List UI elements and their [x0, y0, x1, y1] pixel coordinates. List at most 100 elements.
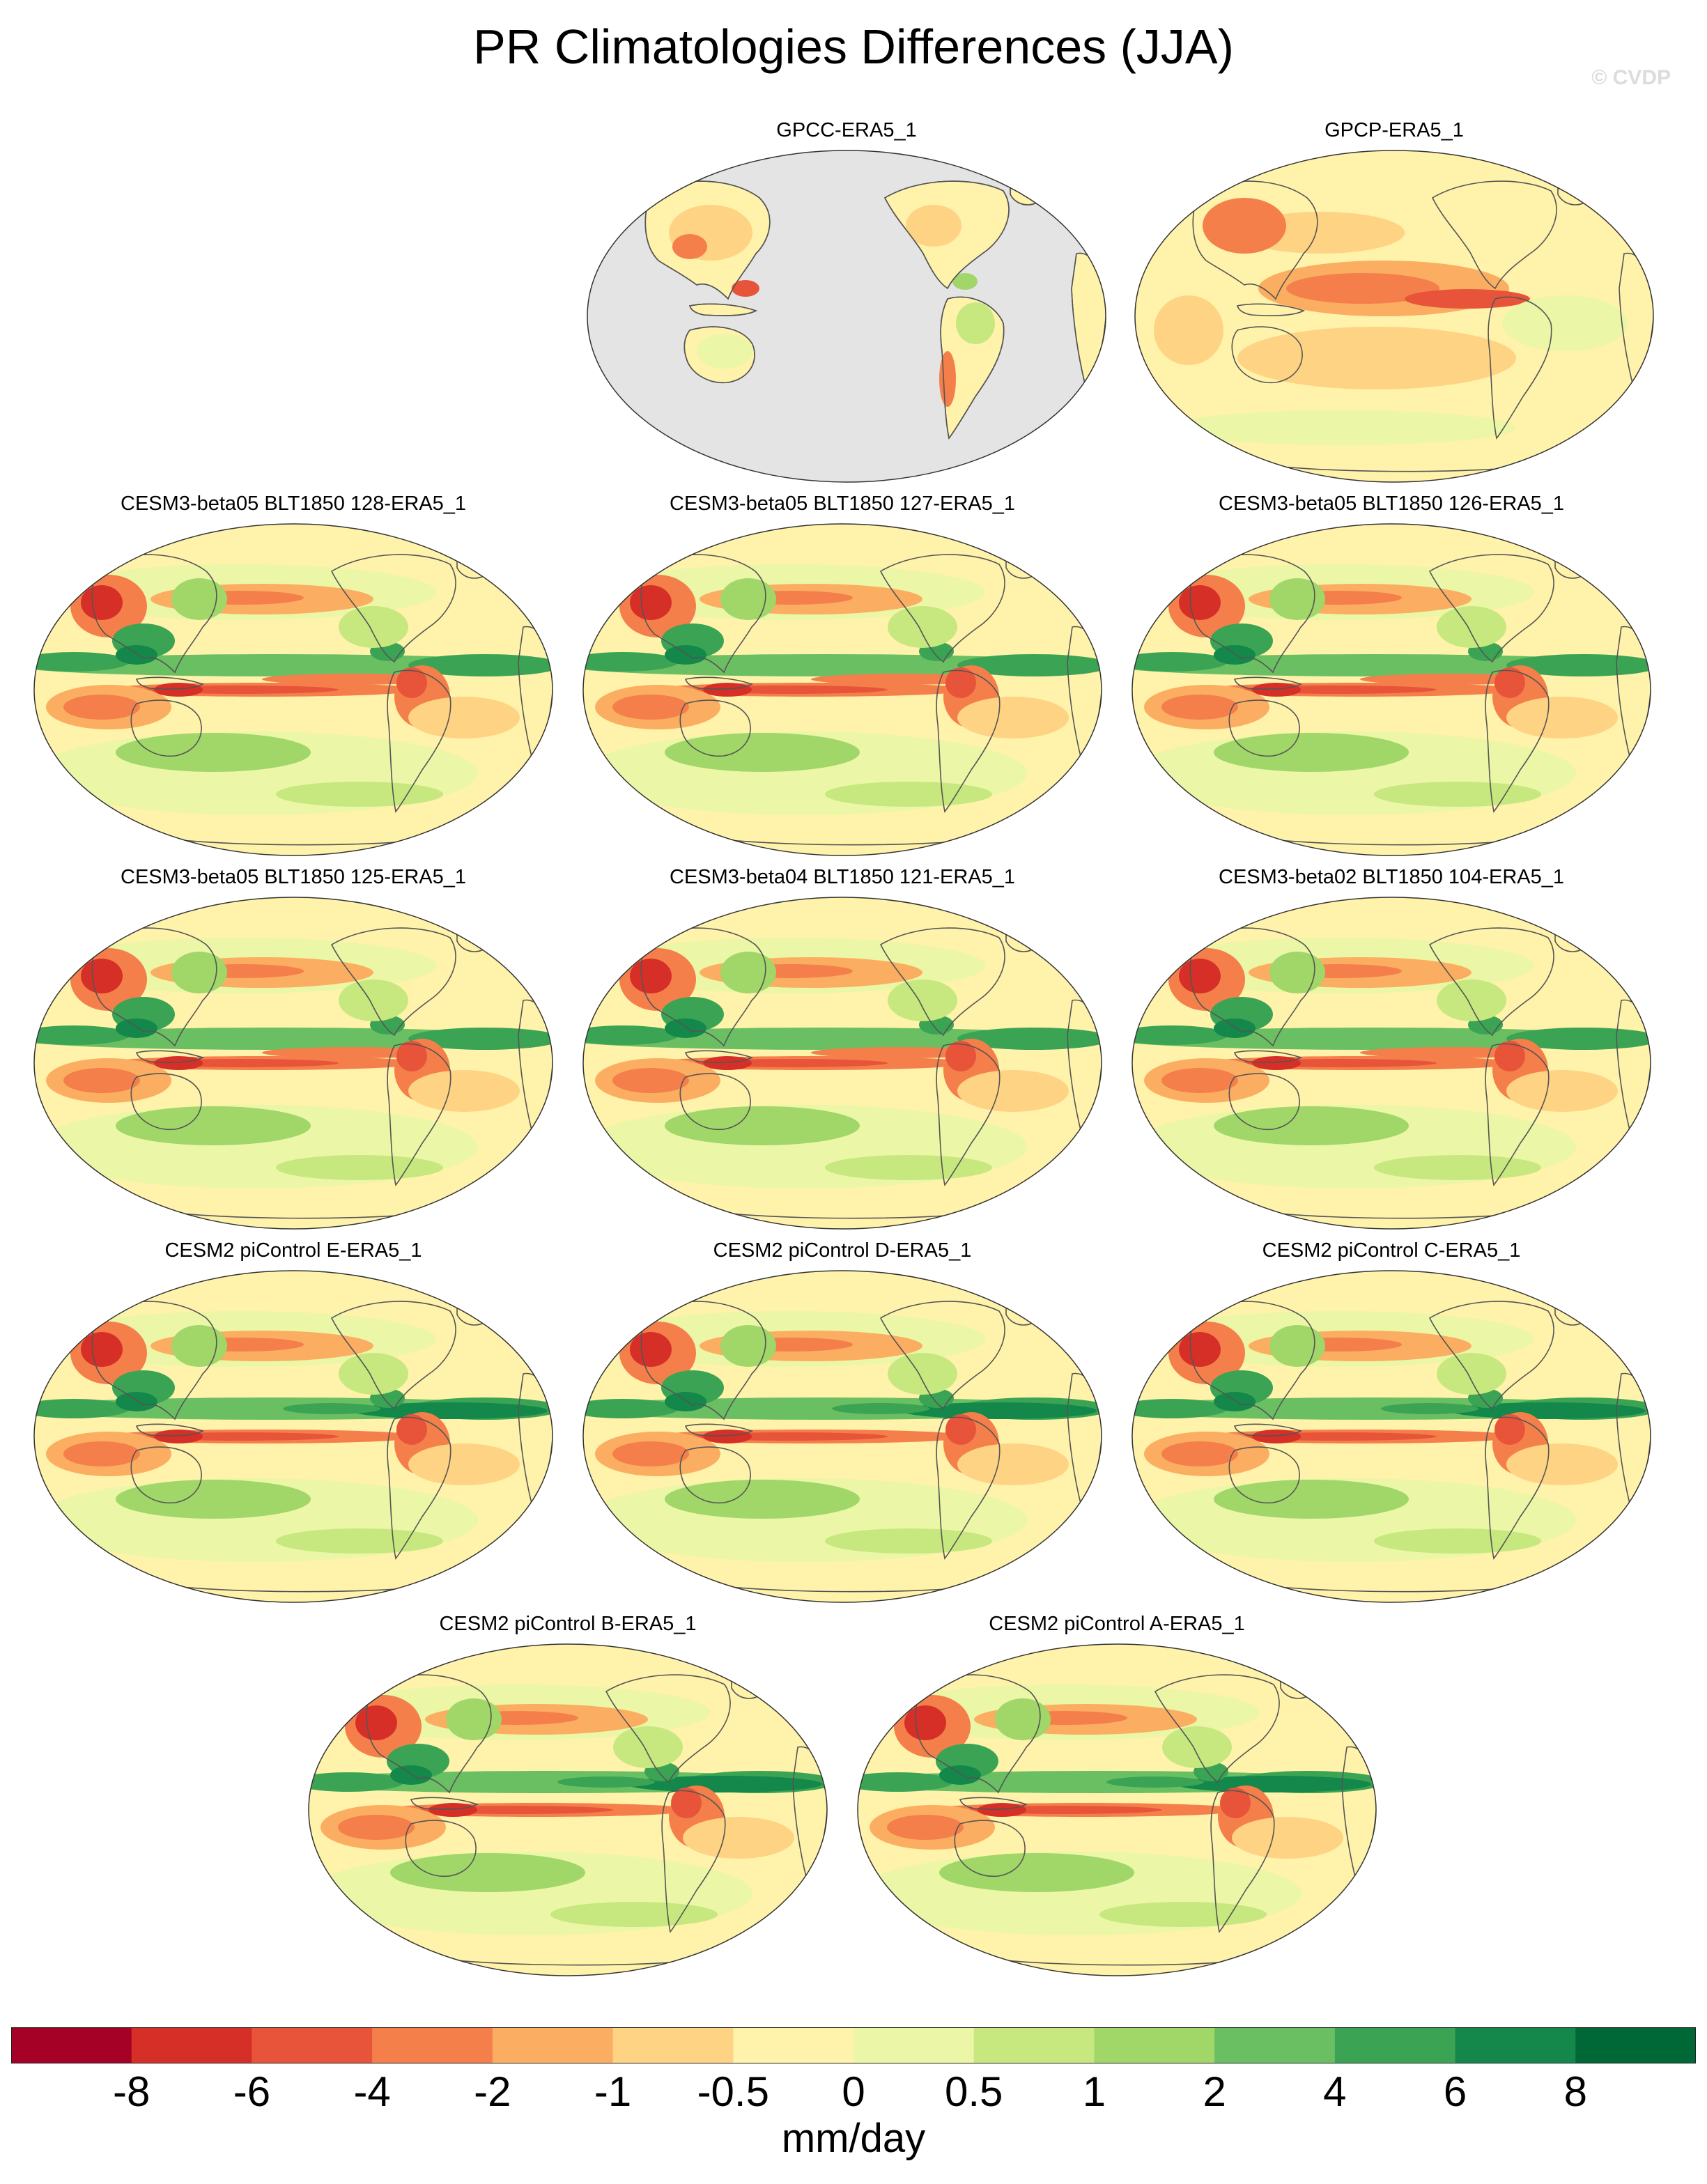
- coastline-asia: [1192, 180, 1318, 300]
- map-border: [1131, 897, 1651, 1230]
- map-border: [33, 897, 553, 1230]
- coastline-samerica: [936, 669, 1001, 813]
- wet-anomaly-southern: [1374, 1528, 1541, 1554]
- coastline-australia: [1228, 699, 1300, 757]
- wet-anomaly-spcz: [116, 1106, 311, 1145]
- wet-anomaly-australia: [697, 334, 752, 369]
- dry-anomaly-amazon-core: [671, 1788, 702, 1818]
- wet-core-wpacific: [665, 1392, 706, 1411]
- coastline-namerica: [330, 554, 456, 663]
- wet-anomaly-mexico: [613, 1726, 683, 1768]
- wet-anomaly-spcz: [116, 1480, 311, 1519]
- wet-anomaly-spcz: [116, 733, 311, 772]
- dry-anomaly-amazon-core: [1494, 1414, 1525, 1445]
- wet-anomaly-japan: [1269, 952, 1325, 993]
- wet-band-atlantic: [1506, 654, 1651, 676]
- colorbar-tick-label: -8: [113, 2068, 150, 2115]
- coastline-indonesia: [135, 1050, 205, 1063]
- dry-anomaly-amazon-core: [396, 1414, 427, 1445]
- wet-band-atlantic: [957, 654, 1102, 676]
- colorbar-tick-label: -2: [474, 2068, 511, 2115]
- dry-anomaly-sindian-core: [338, 1815, 415, 1840]
- colorbar-segment: [1455, 2027, 1576, 2063]
- wet-anomaly-camerica: [952, 273, 978, 290]
- wet-band-atlantic: [1506, 1028, 1651, 1050]
- panel-title: CESM2 piControl E-ERA5_1: [164, 1239, 422, 1262]
- world-map: [1131, 897, 1651, 1230]
- coastline-namerica: [1428, 554, 1554, 663]
- panel-title: GPCC-ERA5_1: [776, 119, 917, 141]
- wet-core-wpacific: [116, 1392, 157, 1411]
- coastline-namerica: [1428, 1301, 1554, 1410]
- wet-anomaly-southern: [1374, 782, 1541, 807]
- map-border: [308, 1643, 828, 1976]
- wet-anomaly-mexico: [339, 606, 408, 648]
- wet-anomaly-japan: [171, 1325, 227, 1367]
- coastline-australia: [1228, 1446, 1300, 1504]
- coastline-australia: [405, 1820, 477, 1877]
- coastline-samerica: [387, 669, 451, 813]
- wet-anomaly-japan: [720, 578, 776, 620]
- dry-anomaly-amazon-core: [1494, 1041, 1525, 1071]
- wet-core-itcz: [1451, 1402, 1646, 1419]
- colorbar-segment: [372, 2027, 493, 2063]
- wet-core-wpacific: [1214, 645, 1256, 665]
- coastline-australia: [130, 1073, 202, 1131]
- dry-anomaly-sindian-core: [1161, 1441, 1238, 1466]
- coastline-australia: [954, 1820, 1026, 1877]
- dry-anomaly-amazon-core: [945, 1414, 976, 1445]
- wet-core-itcz: [1106, 1776, 1204, 1788]
- dry-anomaly-sindian-core: [612, 1441, 689, 1466]
- coastline-australia: [130, 1446, 202, 1504]
- colorbar-segment: [131, 2027, 252, 2063]
- wet-anomaly-mexico: [1162, 1726, 1232, 1768]
- wet-anomaly-mexico: [339, 1353, 408, 1395]
- colorbar-tick-label: 8: [1563, 2068, 1587, 2115]
- map-panel: CESM2 piControl D-ERA5_1: [574, 1239, 1111, 1615]
- coastline-namerica: [605, 1674, 731, 1783]
- coastline-samerica: [936, 1416, 1001, 1560]
- panel-title: CESM2 piControl A-ERA5_1: [989, 1613, 1245, 1635]
- colorbar-segment: [854, 2027, 975, 2063]
- wet-core-itcz: [832, 1403, 929, 1414]
- coastline-asia: [915, 1674, 1041, 1794]
- colorbar-segment: [1214, 2027, 1336, 2063]
- map-border: [1134, 150, 1654, 483]
- world-map: [33, 897, 553, 1230]
- world-map: [582, 1270, 1102, 1603]
- coastline-asia: [640, 927, 766, 1047]
- dry-anomaly-asia: [1203, 198, 1286, 254]
- coastline-namerica: [879, 927, 1005, 1037]
- colorbar-units: mm/day: [781, 2116, 926, 2161]
- map-panel: CESM3-beta05 BLT1850 126-ERA5_1: [1123, 492, 1660, 868]
- coastline-indonesia: [684, 1423, 754, 1436]
- dry-anomaly-satlantic: [408, 1070, 520, 1112]
- world-map: [582, 523, 1102, 856]
- wet-anomaly-japan: [720, 1325, 776, 1367]
- wet-anomaly-japan: [171, 578, 227, 620]
- colorbar-segment: [1334, 2027, 1456, 2063]
- map-panel: CESM3-beta05 BLT1850 128-ERA5_1: [25, 492, 562, 868]
- wet-core-itcz: [557, 1776, 655, 1788]
- wet-core-wpacific: [116, 1019, 157, 1038]
- wet-band-indian: [583, 652, 679, 672]
- coastline-namerica: [330, 1301, 456, 1410]
- dry-anomaly-namerica: [906, 205, 961, 247]
- world-map: [1131, 1270, 1651, 1603]
- map-panel: GPCC-ERA5_1: [578, 118, 1115, 495]
- dry-anomaly-sindian-core: [1161, 695, 1238, 720]
- wet-band-indian: [309, 1772, 404, 1792]
- wet-anomaly-spcz: [1214, 1106, 1409, 1145]
- coastline-australia: [1228, 1073, 1300, 1131]
- coastline-asia: [644, 180, 771, 300]
- dry-anomaly-satlantic: [408, 1443, 520, 1485]
- map-panel: CESM3-beta04 BLT1850 121-ERA5_1: [574, 865, 1111, 1241]
- dry-anomaly-indonesia: [703, 1430, 752, 1443]
- coastline-samerica: [936, 1043, 1001, 1186]
- dry-anomaly-itcz: [1405, 289, 1530, 309]
- wet-core-wpacific: [939, 1765, 981, 1785]
- world-map: [587, 150, 1106, 483]
- wet-band-indian: [1132, 1399, 1228, 1418]
- coastline-indonesia: [135, 676, 205, 690]
- panel-title: CESM3-beta04 BLT1850 121-ERA5_1: [670, 866, 1015, 888]
